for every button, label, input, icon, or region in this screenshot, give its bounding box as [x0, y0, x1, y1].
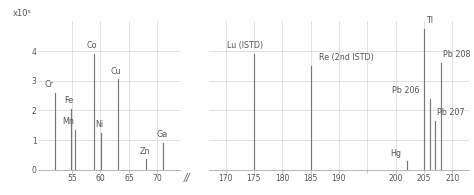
Text: Cu: Cu	[110, 67, 121, 76]
Text: Re (2nd ISTD): Re (2nd ISTD)	[319, 53, 374, 62]
Text: Ga: Ga	[156, 130, 167, 139]
Text: Ni: Ni	[95, 120, 103, 129]
Text: Pb 208: Pb 208	[443, 50, 470, 59]
Text: Cr: Cr	[45, 80, 54, 89]
Text: Pb 207: Pb 207	[437, 108, 465, 117]
Text: Co: Co	[87, 42, 97, 51]
Text: Zn: Zn	[140, 147, 150, 156]
Text: Fe: Fe	[64, 96, 74, 105]
Text: Tl: Tl	[426, 16, 433, 25]
Text: Hg: Hg	[390, 149, 401, 158]
Text: Mn: Mn	[62, 117, 74, 126]
Text: Lu (ISTD): Lu (ISTD)	[228, 42, 264, 51]
Text: Pb 206: Pb 206	[392, 86, 420, 95]
Text: //: //	[184, 173, 191, 183]
Text: x10⁵: x10⁵	[12, 10, 31, 19]
